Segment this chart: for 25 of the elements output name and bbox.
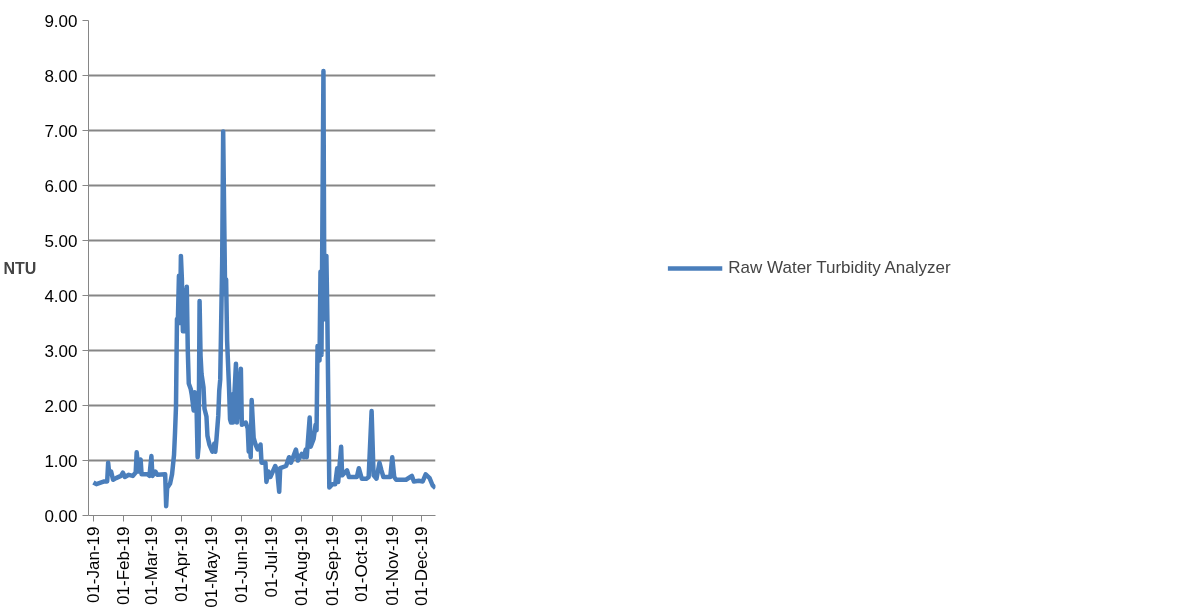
x-tick-label: 01-Dec-19 — [412, 526, 432, 606]
x-tick-label: 01-Jul-19 — [261, 526, 281, 598]
x-tick-label: 01-Mar-19 — [141, 526, 161, 605]
y-tick-label: 6.00 — [44, 176, 78, 196]
y-tick-label: 5.00 — [44, 231, 78, 251]
x-tick-label: 01-Jan-19 — [83, 526, 103, 604]
x-tick-label: 01-Feb-19 — [114, 526, 134, 605]
y-tick-label: 2.00 — [44, 396, 78, 416]
y-tick-label: 0.00 — [44, 506, 78, 526]
y-tick-label: 9.00 — [44, 11, 78, 31]
y-tick-label: 4.00 — [44, 286, 78, 306]
line-series — [91, 68, 436, 509]
x-tick-label: 01-Oct-19 — [352, 526, 372, 603]
x-tick-label: 01-Sep-19 — [322, 526, 342, 606]
x-tick-label: 01-Apr-19 — [172, 526, 192, 603]
x-tick-label: 01-Nov-19 — [382, 526, 402, 606]
y-tick-label: 3.00 — [44, 341, 78, 361]
legend-label: Raw Water Turbidity Analyzer — [728, 257, 951, 278]
x-tick-label: 01-Jun-19 — [232, 526, 252, 604]
x-tick-label: 01-May-19 — [201, 526, 221, 608]
y-tick-label: 8.00 — [44, 66, 78, 86]
y-tick-label: 1.00 — [44, 451, 78, 471]
x-tick-label: 01-Aug-19 — [292, 526, 312, 606]
y-axis-title: NTU — [3, 259, 37, 277]
y-tick-label: 7.00 — [44, 121, 78, 141]
